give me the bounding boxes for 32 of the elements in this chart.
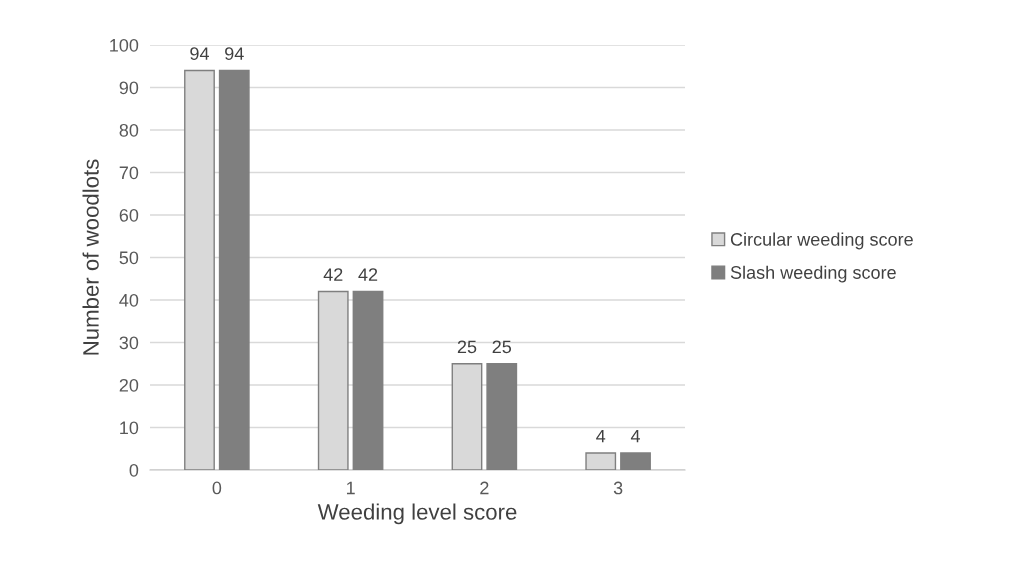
x-tick-label: 1 [346,481,355,495]
bar [620,452,651,470]
bar [585,452,617,470]
data-label: 4 [596,429,606,443]
y-tick-label: 0 [129,463,139,477]
x-tick-label: 2 [480,481,489,495]
y-axis-title: Number of woodlots [82,159,99,355]
bar [486,363,518,470]
data-label: 42 [358,268,378,281]
y-tick-label: 50 [119,251,139,265]
x-tick-label: 3 [613,481,623,495]
data-label: 4 [630,429,641,443]
data-label: 94 [190,47,209,60]
x-tick-label: 0 [212,481,222,495]
y-tick-label: 20 [119,378,139,392]
bar [352,290,384,470]
bar [218,69,250,470]
data-label: 94 [225,47,244,60]
y-tick-label: 60 [119,208,139,222]
data-label: 42 [323,268,343,281]
y-tick-label: 80 [119,123,139,137]
y-tick-label: 90 [119,81,139,95]
legend-label: Circular weeding score [730,232,913,250]
x-axis-title: Weeding level score [317,503,517,525]
y-tick-label: 70 [119,166,139,180]
y-tick-label: 100 [110,38,139,52]
y-tick-label: 10 [120,421,139,435]
data-label: 25 [457,340,477,354]
data-label: 25 [492,340,512,354]
y-tick-label: 30 [119,336,139,350]
legend-label: Slash weeding score [730,265,896,283]
y-tick-label: 40 [119,293,139,307]
